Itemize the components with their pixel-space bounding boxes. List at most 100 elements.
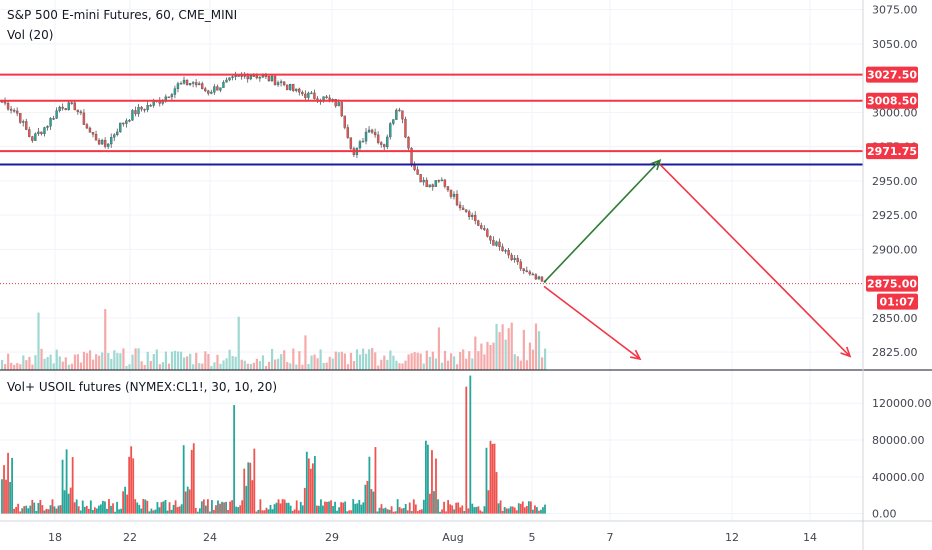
usoil-volume-bar [69,487,72,514]
volume-bar [161,362,164,370]
candle-body [513,258,516,260]
usoil-volume-axis[interactable]: 120000.00 80000.00 40000.00 0.00 [872,397,932,520]
usoil-volume-bar [400,508,403,514]
candle-body [267,75,271,82]
candle-body [15,110,19,114]
usoil-volume-bar [487,490,490,514]
volume-bar [289,363,292,370]
volume-bar [407,354,410,370]
level-price-tag [866,143,918,160]
candle-body [152,100,155,106]
candle-body [376,134,380,143]
candle-body [328,97,331,100]
usoil-volume-bar [437,499,439,514]
volume-bar [237,316,240,370]
volume-bar [195,352,198,370]
usoil-volume-bar [429,493,431,514]
usoil-volume-bar [392,511,395,514]
candle-body [173,88,177,95]
usoil-volume-bar [420,509,423,514]
volume-bar [155,349,158,370]
usoil-volume-bar [447,500,450,514]
usoil-volume-bar [483,506,486,514]
usoil-volume-bar [241,500,244,514]
candle-body [82,112,86,125]
projection-arrows[interactable] [543,159,852,361]
candle-body [116,131,119,135]
usoil-volume-bar [465,386,468,514]
usoil-volume-bar [366,480,369,514]
usoil-volume-bar [346,511,349,514]
candle-body [176,83,180,89]
usoil-volume-bar [277,499,280,514]
usoil-volume-bar [128,456,131,514]
usoil-volume-bar [517,503,520,514]
usoil-volume-bar [362,502,365,514]
usoil-volume-bar [130,446,133,514]
usoil-volume-bar [422,499,425,514]
volume-bar [246,363,249,370]
candle-body [261,75,265,78]
candle-body [292,84,295,91]
volume-bar [361,348,365,370]
volume-bar [204,351,207,370]
usoil-volume-bar [431,450,433,514]
usoil-volume-bar [350,510,353,514]
usoil-volume-bar [297,510,300,514]
candle-body [76,109,80,112]
usoil-volume-bar [202,499,205,514]
usoil-volume-bar [194,507,197,514]
time-axis[interactable]: 18 22 24 29 Aug 5 7 12 14 [48,531,817,544]
volume-bar [88,350,92,370]
usoil-volume-bar [538,510,540,514]
usoil-volume-bar [461,505,464,514]
volume-bar [449,353,453,370]
price-axis[interactable]: 3075.003050.003025.003000.002975.002950.… [872,4,918,360]
volume-bar [277,358,280,370]
usoil-volume-bar [398,507,401,514]
usoil-volume-pane[interactable] [1,375,546,514]
usoil-volume-bar [247,462,250,514]
candle-body [458,204,462,209]
usoil-volume-bar [47,509,50,514]
candle-body [143,108,146,111]
main-price-pane[interactable] [0,71,863,370]
usoil-volume-bar [1,479,3,514]
volume-bar [143,364,146,370]
usoil-volume-bar [17,503,20,514]
usoil-volume-bar [261,510,264,514]
usoil-volume-bar [544,504,546,514]
volume-bar [110,358,113,370]
volume-indicator-label: Vol (20) [7,28,53,42]
volume-bar [274,359,277,370]
candle-body [337,102,340,107]
candle-body [425,179,428,188]
candle-body [304,93,307,98]
volume-bar [386,359,389,370]
usoil-volume-bar [328,501,330,514]
candle-body [252,75,255,77]
volume-bar [201,363,204,370]
usoil-volume-bar [136,502,139,514]
level-price-tag [866,66,918,83]
price-tick-label: 2950.00 [872,175,918,188]
volume-bar [231,356,234,370]
usoil-volume-bar [251,480,254,514]
price-tick-label: 3050.00 [872,38,918,51]
candle-body [12,110,16,112]
candle-body [367,129,371,133]
horizontal-levels[interactable] [0,73,863,285]
candle-body [210,91,213,94]
usoil-volume-bar [307,458,310,514]
candle-body [534,274,538,280]
usoil-volume-bar [104,501,106,514]
candle-body [213,86,216,93]
usoil-volume-bar [271,509,274,514]
usoil-volume-bar [134,499,137,514]
usoil-volume-bar [35,511,38,514]
usoil-volume-bar [170,509,173,514]
volume-bar [307,363,310,370]
volume-bar [404,360,407,370]
volume-bar [149,360,152,370]
